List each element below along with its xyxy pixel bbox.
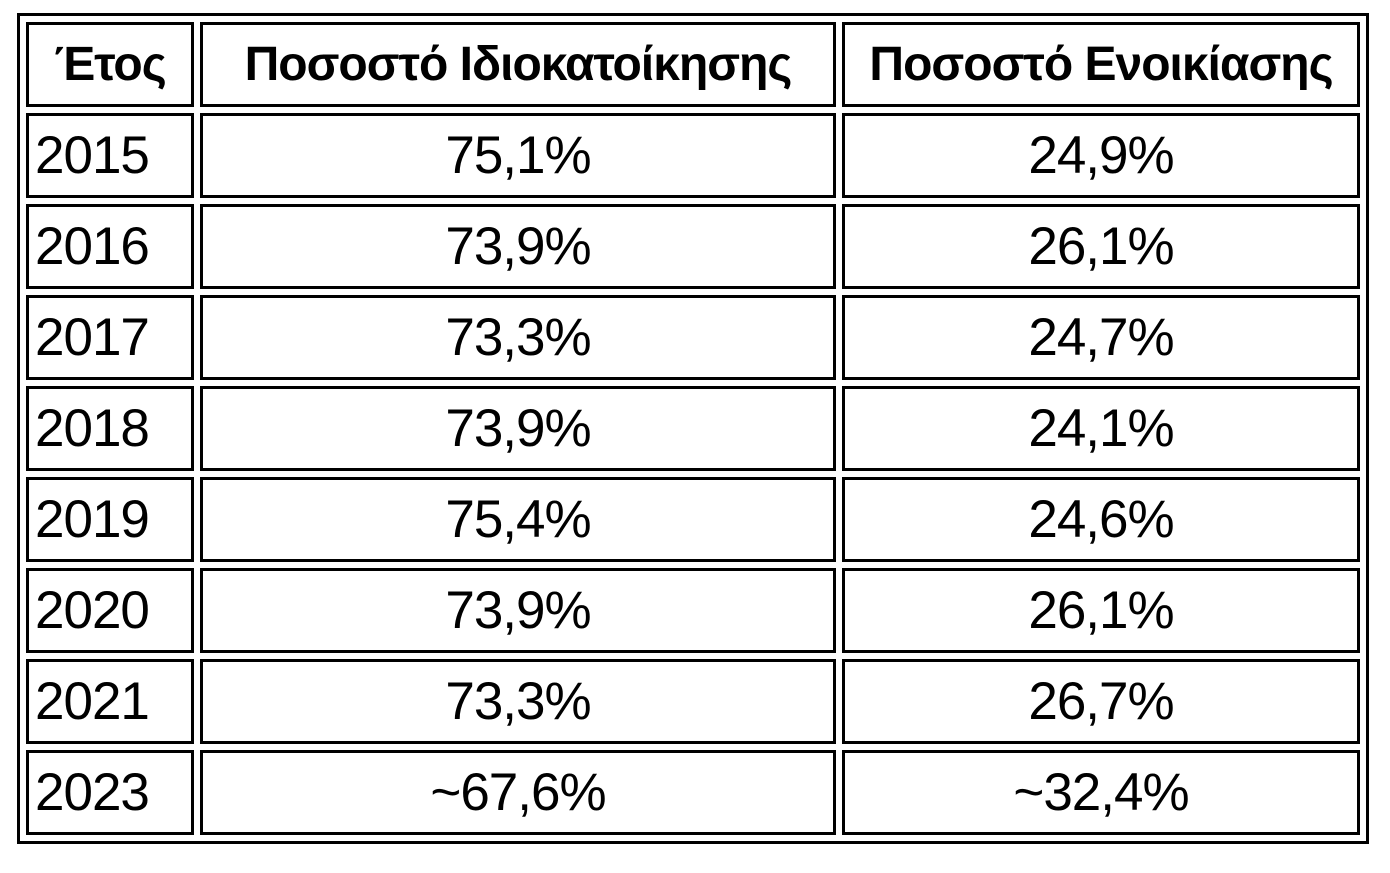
ownership-cell: 73,3% <box>200 295 836 380</box>
table-row: 2018 73,9% 24,1% <box>26 386 1360 471</box>
rental-cell: 26,7% <box>842 659 1360 744</box>
rental-cell: ~32,4% <box>842 750 1360 835</box>
year-cell: 2023 <box>26 750 194 835</box>
ownership-cell: ~67,6% <box>200 750 836 835</box>
rental-cell: 26,1% <box>842 204 1360 289</box>
ownership-cell: 73,9% <box>200 204 836 289</box>
year-cell: 2020 <box>26 568 194 653</box>
ownership-cell: 73,9% <box>200 568 836 653</box>
table-row: 2015 75,1% 24,9% <box>26 113 1360 198</box>
rental-cell: 24,6% <box>842 477 1360 562</box>
table-body: 2015 75,1% 24,9% 2016 73,9% 26,1% 2017 73,3% 24,… <box>26 113 1360 835</box>
ownership-cell: 73,9% <box>200 386 836 471</box>
ownership-cell: 75,4% <box>200 477 836 562</box>
rental-cell: 24,7% <box>842 295 1360 380</box>
table-row: 2019 75,4% 24,6% <box>26 477 1360 562</box>
table-canvas: Έτος Ποσοστό Ιδιοκατοίκησης Ποσοστό Ενοι… <box>17 13 1369 844</box>
table-row: 2021 73,3% 26,7% <box>26 659 1360 744</box>
year-cell: 2021 <box>26 659 194 744</box>
table-row: 2020 73,9% 26,1% <box>26 568 1360 653</box>
rental-cell: 26,1% <box>842 568 1360 653</box>
column-header-ownership: Ποσοστό Ιδιοκατοίκησης <box>200 22 836 107</box>
year-cell: 2019 <box>26 477 194 562</box>
column-header-year: Έτος <box>26 22 194 107</box>
ownership-cell: 75,1% <box>200 113 836 198</box>
rental-cell: 24,9% <box>842 113 1360 198</box>
year-cell: 2018 <box>26 386 194 471</box>
column-header-rental: Ποσοστό Ενοικίασης <box>842 22 1360 107</box>
header-row: Έτος Ποσοστό Ιδιοκατοίκησης Ποσοστό Ενοι… <box>26 22 1360 107</box>
rental-cell: 24,1% <box>842 386 1360 471</box>
year-cell: 2015 <box>26 113 194 198</box>
year-cell: 2016 <box>26 204 194 289</box>
ownership-cell: 73,3% <box>200 659 836 744</box>
table-row: 2023 ~67,6% ~32,4% <box>26 750 1360 835</box>
housing-tenure-table: Έτος Ποσοστό Ιδιοκατοίκησης Ποσοστό Ενοι… <box>17 13 1369 844</box>
table-row: 2016 73,9% 26,1% <box>26 204 1360 289</box>
year-cell: 2017 <box>26 295 194 380</box>
table-row: 2017 73,3% 24,7% <box>26 295 1360 380</box>
